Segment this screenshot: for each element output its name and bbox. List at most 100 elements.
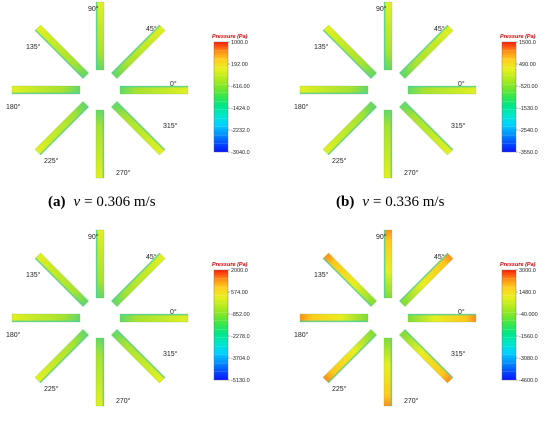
colorbar-tick-label: -1424.0 xyxy=(231,106,250,112)
pressure-colorbar: Pressure (Pa)1500.0 490.00 -520.00 -1530.0 -… xyxy=(500,34,538,156)
colorbar-tick-label: -2232.0 xyxy=(231,128,250,134)
angle-label: 270° xyxy=(404,169,419,177)
colorbar-title: Pressure (Pa) xyxy=(500,34,536,40)
angle-label: 45° xyxy=(434,25,445,33)
colorbar-tick-label: -852.00 xyxy=(231,312,250,318)
panel-letter: (a) xyxy=(48,194,66,210)
angle-label: 135° xyxy=(26,43,41,51)
blade xyxy=(111,24,166,79)
angle-label: 180° xyxy=(294,103,309,111)
blade xyxy=(399,252,454,307)
impeller-blades xyxy=(11,229,189,407)
angle-label: 45° xyxy=(146,25,157,33)
blade xyxy=(383,337,393,407)
colorbar-tick-label: -5130.0 xyxy=(231,378,250,384)
colorbar-tick-label: 3000.0 xyxy=(519,268,536,274)
colorbar-tick-label: -40.000 xyxy=(519,312,538,318)
impeller-blades xyxy=(11,1,189,179)
angle-label: 90° xyxy=(376,5,387,13)
angle-label: 225° xyxy=(44,385,59,393)
colorbar-tick-label: -3550.0 xyxy=(519,150,538,156)
angle-label: 225° xyxy=(332,385,347,393)
panel-caption: (b) v = 0.336 m/s xyxy=(336,194,445,210)
angle-label: 315° xyxy=(451,350,466,358)
angle-label: 0° xyxy=(170,308,177,316)
blade xyxy=(34,101,89,156)
blade xyxy=(11,313,81,323)
pressure-colorbar: Pressure (Pa)3000.0 1480.0 -40.000 -1560.0 -… xyxy=(500,262,538,384)
colorbar-tick-label: -4600.0 xyxy=(519,378,538,384)
colorbar-tick-label: -520.00 xyxy=(519,84,538,90)
colorbar-tick-label: 192.00 xyxy=(231,62,248,68)
blade xyxy=(119,313,189,323)
angle-label: 0° xyxy=(170,80,177,88)
blade xyxy=(299,85,369,95)
angle-label: 270° xyxy=(116,169,131,177)
angle-label: 90° xyxy=(88,233,99,241)
blade xyxy=(95,1,105,71)
angle-label: 180° xyxy=(6,103,21,111)
colorbar-tick-label: -2540.0 xyxy=(519,128,538,134)
angle-label: 315° xyxy=(163,350,178,358)
blade xyxy=(111,329,166,384)
colorbar-tick-label: 2000.0 xyxy=(231,268,248,274)
blade xyxy=(399,24,454,79)
angle-label: 315° xyxy=(163,122,178,130)
blade xyxy=(322,101,377,156)
angle-label: 135° xyxy=(314,43,329,51)
blade xyxy=(399,101,454,156)
angle-label: 180° xyxy=(6,331,21,339)
impeller-blades xyxy=(299,1,477,179)
contour-panel: 90° 45° 0° 315° 270° 225° 180° 135° Pressure (Pa… xyxy=(294,229,538,407)
colorbar-title: Pressure (Pa) xyxy=(500,262,536,268)
blade xyxy=(34,329,89,384)
blade xyxy=(399,329,454,384)
angle-label: 90° xyxy=(88,5,99,13)
angle-label: 45° xyxy=(146,253,157,261)
blade xyxy=(111,252,166,307)
blade xyxy=(299,313,369,323)
colorbar-tick-label: -2278.0 xyxy=(231,334,250,340)
pressure-colorbar: Pressure (Pa)1000.0 192.00 -616.00 -1424.0 -… xyxy=(212,34,250,156)
angle-label: 225° xyxy=(44,157,59,165)
contour-panel: 90° 45° 0° 315° 270° 225° 180° 135° Pressure (Pa… xyxy=(6,1,250,210)
colorbar-tick-label: -1560.0 xyxy=(519,334,538,340)
colorbar-title: Pressure (Pa) xyxy=(212,262,248,268)
blade xyxy=(95,337,105,407)
blade xyxy=(383,1,393,71)
colorbar-tick-label: 1480.0 xyxy=(519,290,536,296)
blade xyxy=(407,85,477,95)
colorbar-tick-label: 1000.0 xyxy=(231,40,248,46)
angle-label: 45° xyxy=(434,253,445,261)
blade xyxy=(407,313,477,323)
panel-caption: (a) v = 0.306 m/s xyxy=(48,194,156,210)
colorbar-tick-label: -616.00 xyxy=(231,84,250,90)
angle-label: 135° xyxy=(26,271,41,279)
angle-label: 0° xyxy=(458,80,465,88)
blade xyxy=(322,329,377,384)
angle-label: 315° xyxy=(451,122,466,130)
colorbar-tick-label: -1530.0 xyxy=(519,106,538,112)
blade xyxy=(322,24,377,79)
blade xyxy=(383,229,393,299)
blade xyxy=(111,101,166,156)
blade xyxy=(34,252,89,307)
angle-label: 135° xyxy=(314,271,329,279)
angle-label: 225° xyxy=(332,157,347,165)
colorbar-tick-label: -3704.0 xyxy=(231,356,250,362)
colorbar-tick-label: 574.00 xyxy=(231,290,248,296)
colorbar-tick-label: -3040.0 xyxy=(231,150,250,156)
angle-label: 270° xyxy=(404,397,419,405)
blade xyxy=(119,85,189,95)
velocity-value: 0.306 m/s xyxy=(96,194,155,210)
pressure-colorbar: Pressure (Pa)2000.0 574.00 -852.00 -2278.0 -… xyxy=(212,262,250,384)
blade xyxy=(11,85,81,95)
angle-label: 180° xyxy=(294,331,309,339)
blade xyxy=(95,229,105,299)
panel-letter: (b) xyxy=(336,194,354,210)
contour-panel: 90° 45° 0° 315° 270° 225° 180° 135° Pressure (Pa… xyxy=(294,1,538,210)
velocity-value: 0.336 m/s xyxy=(385,194,444,210)
colorbar-tick-label: 490.00 xyxy=(519,62,536,68)
contour-panel: 90° 45° 0° 315° 270° 225° 180° 135° Pressure (Pa… xyxy=(6,229,250,407)
